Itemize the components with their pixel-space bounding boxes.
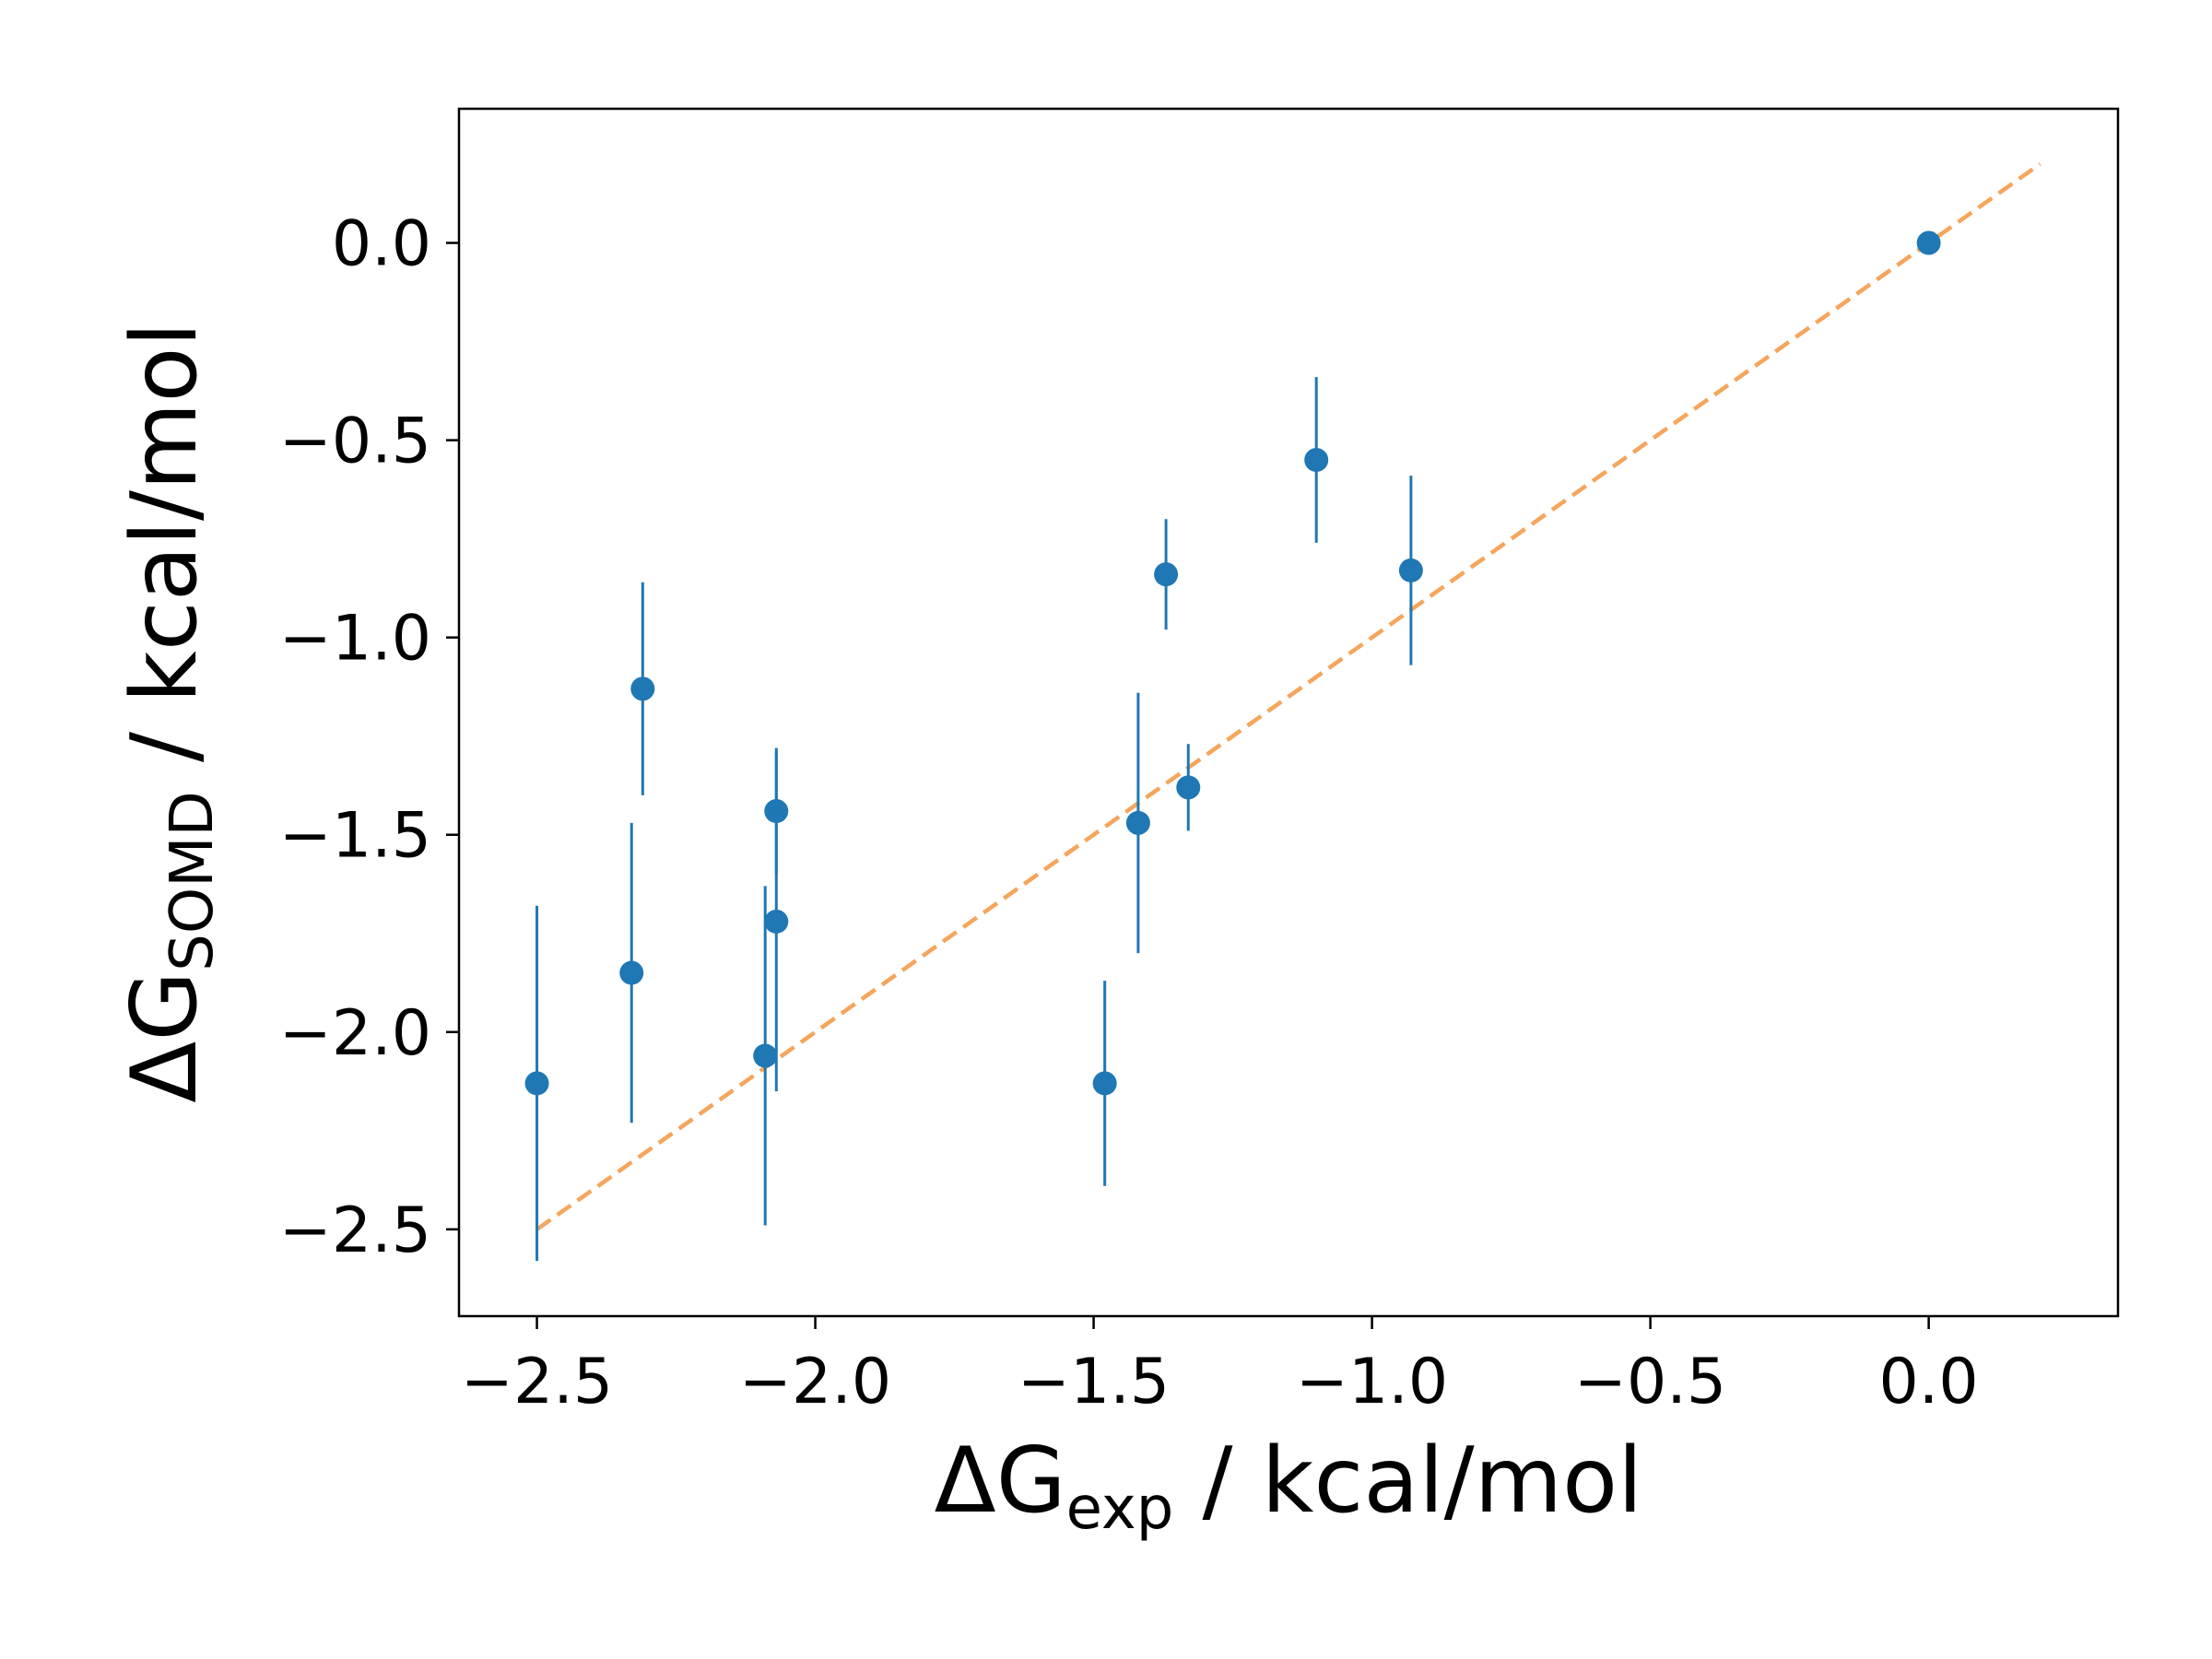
x-tick-label: −2.5 — [461, 1346, 613, 1418]
y-tick-label: −1.0 — [279, 603, 431, 676]
y-tick-label: 0.0 — [332, 208, 431, 281]
y-tick-label: −2.5 — [279, 1194, 431, 1267]
x-axis-title-unit: / kcal/mol — [1173, 1429, 1642, 1534]
reference-line — [535, 162, 2041, 1231]
data-point — [1176, 775, 1201, 800]
data-point — [1125, 810, 1150, 835]
data-point — [619, 960, 644, 985]
plot-area — [457, 107, 2120, 1318]
data-point — [1154, 562, 1179, 587]
data-point — [753, 1043, 778, 1068]
data-point — [1398, 558, 1423, 582]
y-axis-title-main: ΔG — [112, 971, 218, 1103]
y-axis-ticks: −2.5 −2.0 −1.5 −1.0 −0.5 0.0 — [279, 208, 459, 1267]
y-tick-label: −2.0 — [279, 997, 431, 1070]
x-axis-title-main: ΔG — [935, 1429, 1066, 1534]
reference-line-layer — [535, 162, 2041, 1231]
data-point — [764, 909, 789, 934]
data-point — [524, 1071, 549, 1096]
y-tick-label: −0.5 — [279, 406, 431, 478]
data-points-layer — [524, 230, 1941, 1262]
x-tick-label: −0.5 — [1574, 1346, 1726, 1418]
x-tick-label: −1.0 — [1296, 1346, 1448, 1418]
x-tick-label: 0.0 — [1879, 1346, 1979, 1418]
data-point — [1092, 1071, 1117, 1096]
data-point — [1916, 230, 1941, 255]
y-axis-title-subscript: SOMD — [159, 791, 227, 971]
y-tick-label: −1.5 — [279, 800, 431, 873]
x-axis-title-subscript: exp — [1066, 1475, 1174, 1543]
data-point — [1304, 448, 1329, 473]
x-axis-ticks: −2.5 −2.0 −1.5 −1.0 −0.5 0.0 — [461, 1316, 1979, 1418]
y-axis-title: ΔGSOMD / kcal/mol — [112, 322, 227, 1102]
x-axis-title: ΔGexp / kcal/mol — [935, 1429, 1643, 1543]
y-axis-title-unit: / kcal/mol — [112, 322, 218, 791]
data-point — [630, 677, 655, 701]
x-tick-label: −2.0 — [739, 1346, 891, 1418]
x-tick-label: −1.5 — [1018, 1346, 1170, 1418]
